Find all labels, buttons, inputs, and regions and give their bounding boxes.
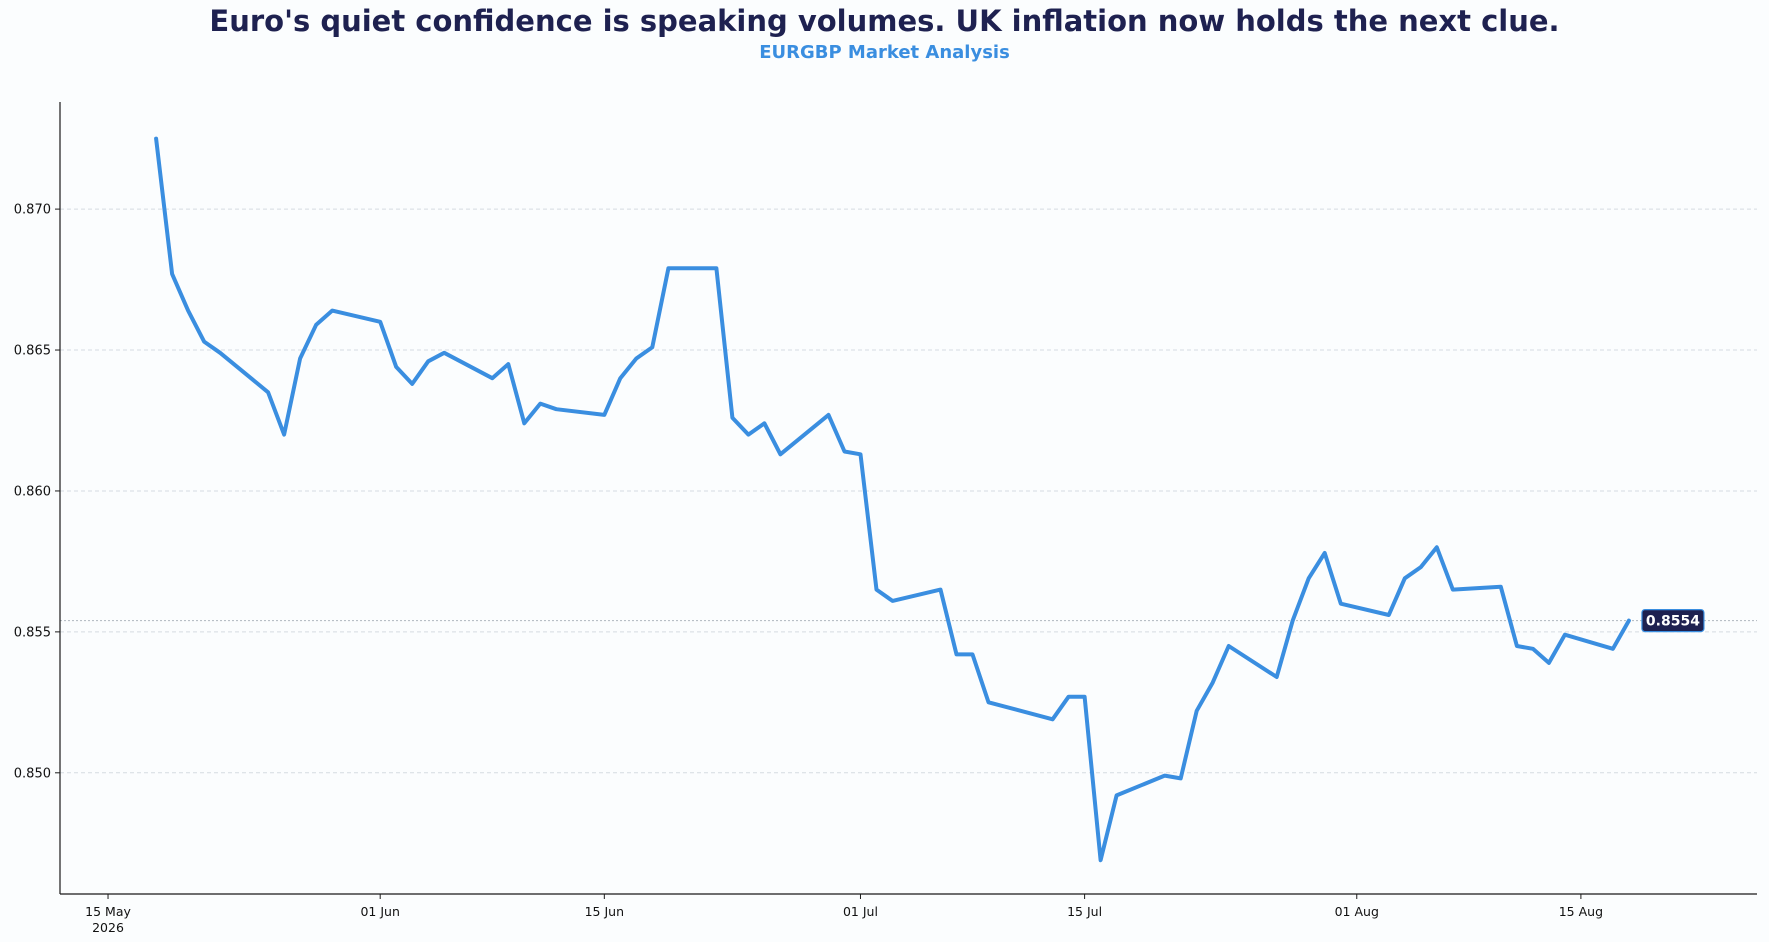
x-tick-label: 15 Jul [1067,904,1102,919]
chart-title: Euro's quiet confidence is speaking volu… [209,4,1560,38]
x-tick-label: 01 Aug [1335,904,1379,919]
eurgbp-series-line [154,136,1631,863]
y-tick-label: 0.850 [14,766,51,781]
y-tick-label: 0.855 [14,625,51,640]
y-tick-label: 0.865 [14,344,51,359]
x-tick-label: 15 Aug [1559,904,1603,919]
x-tick-label: 01 Jul [843,904,878,919]
y-tick-label: 0.860 [14,484,51,499]
last-value-label: 0.8554 [1646,614,1700,630]
x-tick-sublabel: 2026 [92,920,124,935]
x-tick-label: 01 Jun [360,904,399,919]
chart-subtitle: EURGBP Market Analysis [759,42,1010,63]
y-tick-label: 0.870 [14,203,51,218]
x-tick-label: 15 Jun [585,904,624,919]
last-value-badge [1641,609,1705,633]
x-tick-label: 15 May [85,904,131,919]
